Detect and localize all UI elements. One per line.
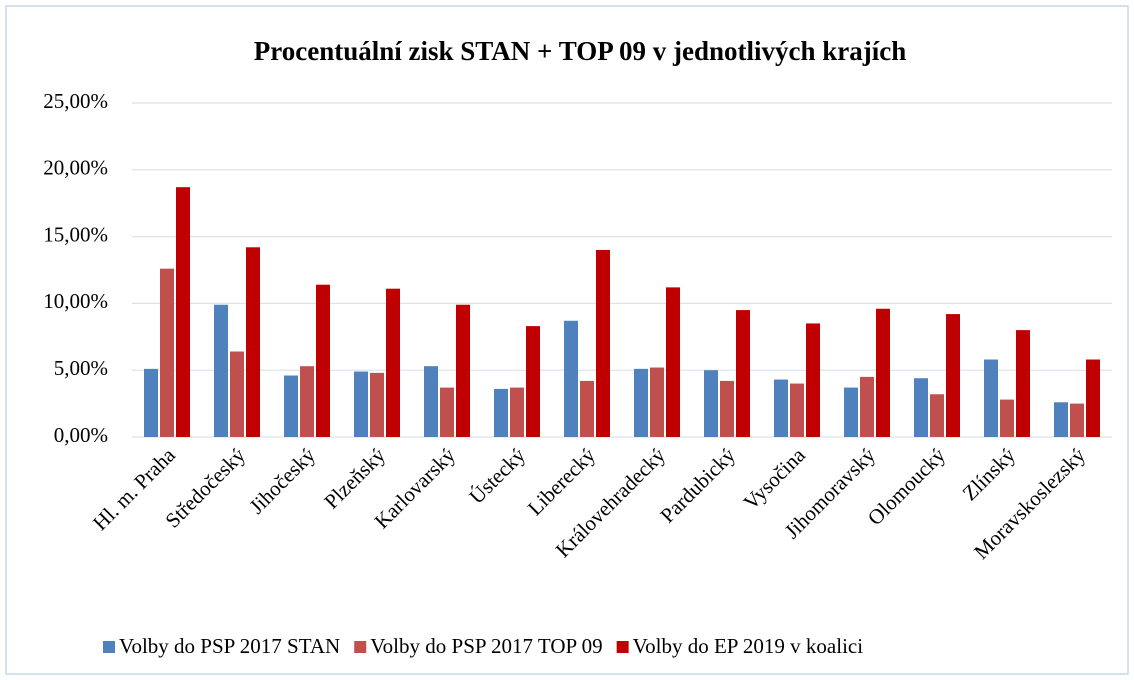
- bar: [790, 383, 804, 437]
- y-tick-label: 25,00%: [43, 89, 108, 113]
- bar: [666, 287, 680, 437]
- bar: [634, 368, 648, 437]
- bar: [526, 326, 540, 437]
- bar: [984, 359, 998, 437]
- bar: [596, 249, 610, 437]
- bar: [144, 368, 158, 437]
- bar: [176, 187, 190, 437]
- bar: [494, 388, 508, 437]
- bar: [844, 387, 858, 437]
- bar: [440, 387, 454, 437]
- y-tick-label: 0,00%: [54, 423, 108, 447]
- bar: [580, 380, 594, 437]
- bar: [806, 323, 820, 437]
- bar: [424, 366, 438, 437]
- bar: [284, 375, 298, 437]
- bar: [1000, 399, 1014, 437]
- bar: [930, 394, 944, 437]
- chart-title: Procentuální zisk STAN + TOP 09 v jednot…: [254, 36, 906, 66]
- bar: [774, 379, 788, 437]
- bar: [564, 320, 578, 437]
- bar: [370, 372, 384, 437]
- bar: [510, 387, 524, 437]
- bar: [720, 380, 734, 437]
- bar: [704, 370, 718, 437]
- bar: [456, 304, 470, 437]
- bar: [230, 351, 244, 437]
- bar: [300, 366, 314, 437]
- bar: [946, 314, 960, 437]
- bar: [1016, 330, 1030, 437]
- bar: [316, 284, 330, 437]
- legend-swatch: [354, 641, 367, 653]
- legend-swatch: [616, 641, 629, 653]
- bar: [386, 288, 400, 437]
- bar: [1054, 402, 1068, 437]
- bar: [1070, 403, 1084, 437]
- bar: [876, 308, 890, 437]
- y-tick-label: 20,00%: [43, 156, 108, 180]
- bar: [736, 310, 750, 437]
- legend-swatch: [103, 641, 115, 653]
- y-tick-label: 10,00%: [43, 289, 108, 313]
- bar: [650, 367, 664, 437]
- bar: [1086, 359, 1100, 437]
- legend-label: Volby do EP 2019 v koalici: [633, 634, 864, 658]
- legend-label: Volby do PSP 2017 TOP 09: [370, 634, 602, 658]
- bar: [914, 378, 928, 437]
- y-tick-label: 5,00%: [54, 356, 108, 380]
- bar: [160, 268, 174, 437]
- legend-label: Volby do PSP 2017 STAN: [119, 634, 340, 658]
- bar: [354, 371, 368, 437]
- bar: [246, 247, 260, 437]
- bar: [860, 376, 874, 437]
- bar: [214, 304, 228, 437]
- y-tick-label: 15,00%: [43, 222, 108, 246]
